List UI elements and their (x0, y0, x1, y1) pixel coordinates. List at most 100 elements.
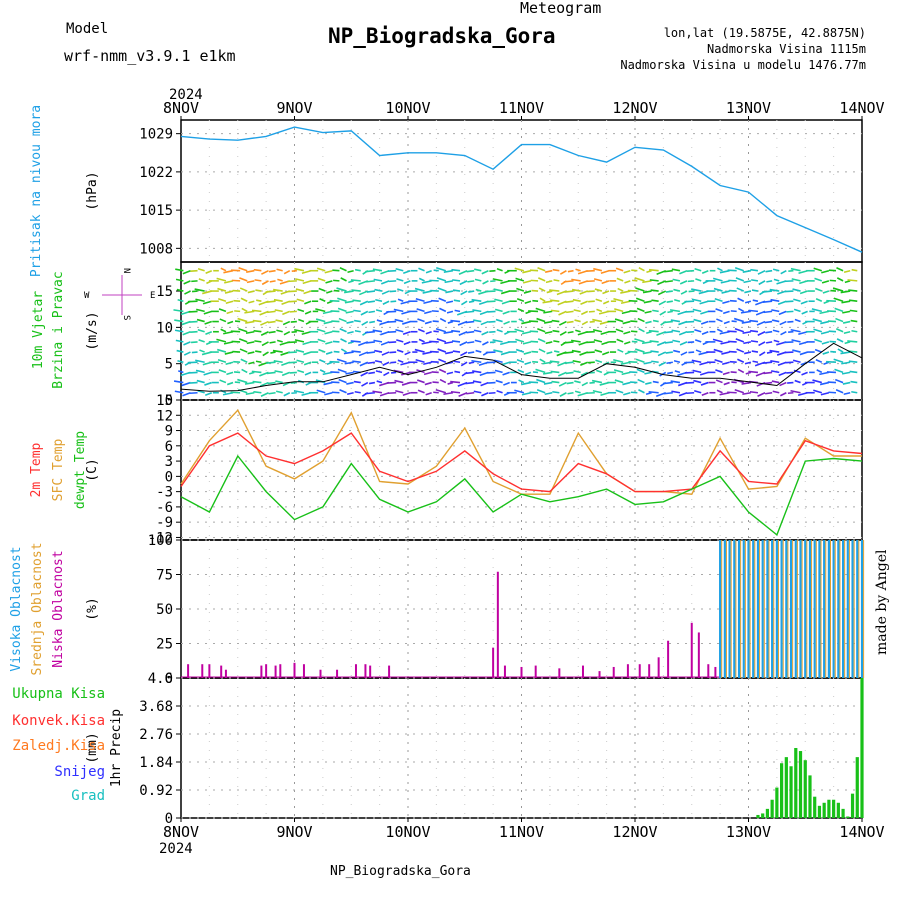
wind-barb (414, 348, 425, 353)
wind-barb (182, 391, 191, 397)
precip-bar (780, 763, 784, 818)
wind-barb (573, 370, 581, 374)
wind-barb (421, 280, 432, 284)
wind-barb (728, 350, 737, 353)
wind-barb (318, 287, 326, 292)
wind-barb (537, 338, 546, 343)
ytick-label-1-2: 10 (156, 320, 173, 336)
wind-barb (430, 289, 439, 292)
ylabel-2: (C) (85, 458, 100, 481)
wind-barb (536, 388, 546, 394)
wind-barb (737, 368, 745, 374)
temp-title: 2m Temp (29, 442, 44, 497)
wind-barb (791, 339, 801, 343)
wind-barb (438, 368, 447, 374)
wind-barb (226, 310, 234, 315)
wind-barb (766, 341, 773, 344)
wind-barb (429, 340, 439, 343)
wind-barb (758, 341, 766, 347)
wind-barb (389, 351, 397, 354)
wind-barb (623, 330, 631, 335)
xtick-top-3: 11NOV (499, 99, 544, 117)
wind-barb (553, 279, 560, 282)
wind-barb (244, 310, 255, 314)
wind-barb (492, 278, 503, 282)
wind-barb (325, 351, 333, 355)
wind-barb (376, 319, 383, 323)
wind-barb (337, 297, 347, 302)
wind-barb (248, 361, 255, 365)
wind-barb (733, 317, 745, 323)
wind-barb (539, 297, 546, 302)
xtick-top-5: 13NOV (726, 99, 771, 117)
wind-barb (836, 266, 844, 272)
wind-barb (662, 381, 673, 385)
wind-barb (617, 348, 624, 353)
wind-barb (522, 341, 532, 345)
wind-barb (175, 278, 184, 282)
wind-barb (557, 300, 567, 306)
precip-bar (813, 796, 817, 818)
wind-barb (658, 300, 667, 306)
wind-barb (294, 339, 305, 343)
precip-bar (850, 793, 855, 818)
wind-barb (347, 269, 354, 273)
wind-barb (602, 300, 610, 305)
wind-barb (667, 371, 673, 375)
wind-barb (388, 341, 397, 344)
wind-barb (688, 351, 695, 354)
wind-barb (255, 289, 262, 292)
wind-barb (231, 340, 241, 343)
wind-barb (693, 379, 702, 384)
wind-barb (424, 320, 432, 325)
wind-barb (283, 270, 291, 275)
wind-barb (786, 310, 794, 313)
ytick-label-4-3: 2.76 (139, 727, 173, 743)
wind-barb (353, 309, 361, 313)
wind-barb (751, 289, 759, 292)
wind-barb (638, 389, 645, 394)
wind-barb (466, 269, 475, 273)
wind-barb (397, 298, 404, 302)
wind-barb (692, 369, 702, 374)
wind-barb (665, 290, 673, 293)
wind-barb (615, 328, 624, 333)
wind-barb (379, 391, 390, 397)
wind-barb (514, 328, 525, 333)
wind-barb (259, 310, 269, 316)
wind-barb (233, 299, 241, 303)
wind-barb (500, 290, 510, 295)
wind-barb (495, 379, 503, 384)
wind-barb (326, 290, 333, 294)
wind-barb (319, 369, 326, 374)
wind-barb (282, 320, 291, 326)
wind-barb (375, 370, 383, 374)
wind-barb (762, 290, 773, 293)
wind-barb (241, 307, 248, 313)
wind-barb (699, 300, 709, 305)
wind-barb (716, 318, 723, 323)
wind-barb (778, 310, 787, 316)
wind-barb (734, 388, 745, 394)
wind-barb (777, 300, 787, 305)
wind-barb (671, 390, 681, 394)
wind-barb (730, 371, 737, 374)
wind-barb (631, 269, 638, 272)
wind-barb (223, 330, 234, 335)
wind-barb (650, 350, 659, 353)
wind-barb (435, 266, 447, 272)
wind-barb (631, 279, 638, 282)
wind-barb (663, 330, 673, 334)
wind-barb (644, 310, 652, 314)
wind-barb (433, 391, 439, 394)
wind-barb (713, 348, 723, 353)
wind-barb (340, 338, 347, 343)
wind-barb (387, 391, 397, 395)
wind-barb (521, 320, 532, 325)
wind-barb (678, 391, 688, 397)
wind-barb (424, 310, 432, 315)
wind-barb (630, 391, 638, 394)
wind-barb (501, 300, 510, 305)
wind-barb (489, 269, 496, 273)
